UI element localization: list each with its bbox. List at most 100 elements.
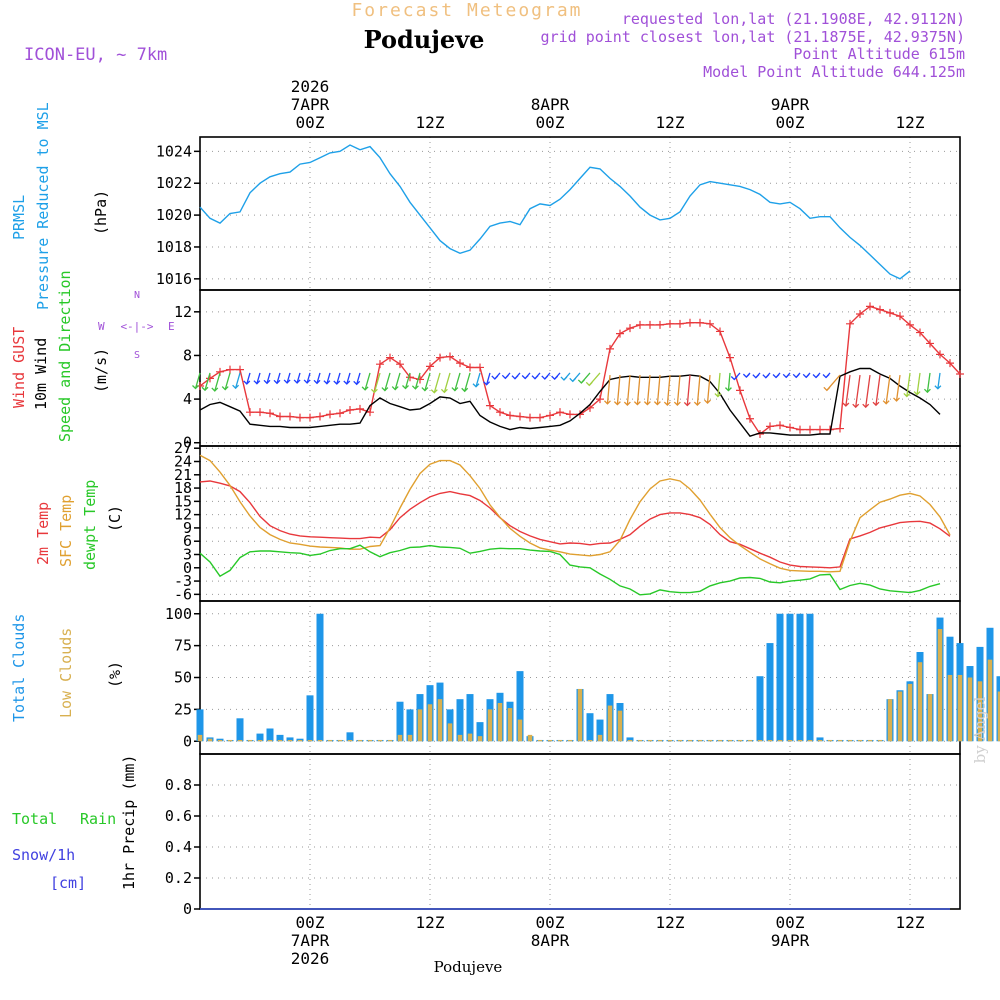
wind-arrow-shaft — [234, 372, 241, 389]
wind-arrow-shaft — [656, 375, 661, 405]
gust-marker — [666, 319, 674, 328]
wind-arrow-shaft — [686, 375, 691, 406]
wind-arrow-head — [577, 379, 585, 384]
wind-arrow-head — [521, 375, 529, 380]
wind-arrow-head — [461, 387, 469, 393]
ytick-label: 12 — [174, 506, 192, 524]
panel-clouds: 0 25 50 75 100 — [165, 600, 1000, 755]
temp-unit-label: (C) — [106, 505, 124, 532]
wind-arrow-head — [693, 401, 701, 406]
total-cloud-bar — [286, 737, 294, 742]
wind-arrow-shaft — [414, 372, 421, 390]
ytick-label: 1022 — [156, 174, 192, 192]
ytick-label: 27 — [174, 439, 192, 457]
panel-wind: 0 4 8 12 — [174, 289, 964, 452]
low-cloud-bar — [447, 723, 453, 742]
dewpt-label: dewpt Temp — [81, 480, 99, 570]
low-cloud-bar — [477, 736, 483, 742]
low-cloud-bar — [837, 739, 843, 742]
gust-label: Wind GUST — [10, 327, 28, 408]
wind-arrow-shaft — [356, 372, 361, 385]
low-cloud-bar — [607, 705, 613, 742]
wind-arrow-shaft — [464, 372, 471, 392]
low-cloud-bar — [917, 662, 923, 742]
bottom-axis-label: 9APR — [771, 931, 810, 950]
wind-arrow-shaft — [706, 375, 711, 404]
gust-marker — [466, 363, 474, 372]
low-cloud-bar — [547, 739, 553, 742]
gust-marker — [856, 310, 864, 318]
low-cloud-bar — [947, 674, 953, 742]
gust-marker — [726, 353, 734, 362]
gust-marker — [576, 410, 584, 419]
wind-arrow-shaft — [885, 375, 891, 404]
low-cloud-bar — [967, 677, 973, 742]
gust-marker — [946, 359, 954, 368]
wind-arrow-head — [923, 388, 931, 394]
wind-arrow-head — [303, 379, 311, 384]
wind-labels: Wind GUST 10m Wind Speed and Direction (… — [10, 270, 175, 442]
compass-south: S — [134, 350, 140, 361]
cloud-labels: Total Clouds Low Clouds (%) — [10, 614, 124, 722]
low-cloud-bar — [817, 739, 823, 742]
wind-arrow-shaft — [433, 372, 441, 393]
low-cloud-bar — [957, 674, 963, 742]
low-cloud-bar — [367, 739, 373, 742]
low-cloud-bar — [797, 739, 803, 742]
wind-arrow-head — [411, 385, 419, 390]
wind-arrow-head — [283, 379, 291, 384]
snow-label: Snow/1h — [12, 846, 75, 864]
compass-north: N — [134, 290, 140, 301]
total-cloud-bar — [266, 728, 274, 742]
gust-marker — [246, 408, 254, 417]
total-cloud-bar — [456, 699, 464, 742]
wind-arrow-shaft — [717, 372, 721, 397]
low-cloud-bar — [647, 739, 653, 742]
ytick-label: 15 — [174, 492, 192, 510]
gust-marker — [266, 409, 274, 418]
wind-arrow-shaft — [404, 372, 411, 389]
snow-unit-label: [cm] — [50, 874, 86, 892]
gust-marker — [896, 312, 904, 321]
wind-arrow-shaft — [194, 372, 201, 389]
wind-arrow-shaft — [626, 375, 631, 406]
wind-arrow-shaft — [666, 375, 671, 406]
wind-arrow-shaft — [246, 372, 251, 385]
series-sfc-temp — [199, 454, 951, 573]
wind-arrow-shaft — [296, 372, 301, 384]
gust-marker — [426, 362, 434, 371]
panel-precip: 0 0.2 0.4 0.6 0.8 — [165, 753, 961, 918]
wind-arrow-shaft — [676, 375, 681, 406]
gust-marker — [796, 425, 804, 434]
total-cloud-bar — [816, 737, 824, 742]
top-axis-label: 00Z — [296, 113, 325, 132]
low-cloud-bar — [497, 703, 503, 742]
low-cloud-bar — [877, 739, 883, 742]
precip-labels: Total Rain Snow/1h [cm] 1hr Precip (mm) — [12, 755, 138, 892]
low-cloud-bar — [337, 739, 343, 742]
low-cloud-bar — [597, 734, 603, 742]
t2m-label: 2m Temp — [34, 502, 52, 565]
wind-arrow-head — [882, 400, 890, 405]
low-cloud-bar — [407, 734, 413, 742]
gust-marker — [526, 413, 534, 422]
bottom-axis-label: 7APR — [291, 931, 330, 950]
gust-marker — [276, 412, 284, 421]
low-cloud-bar — [317, 739, 323, 742]
low-cloud-bar — [667, 739, 673, 742]
wind-arrow-head — [221, 386, 229, 391]
wind-arrow-head — [613, 401, 621, 406]
gust-marker — [286, 412, 294, 421]
top-axis-label: 00Z — [536, 113, 565, 132]
total-cloud-bar — [276, 734, 284, 742]
low-cloud-bar — [717, 739, 723, 742]
gust-marker — [606, 344, 614, 353]
gust-marker — [496, 408, 504, 417]
wind-arrow-head — [633, 401, 641, 406]
low-cloud-bar — [587, 739, 593, 742]
wind-arrow-shaft — [276, 372, 281, 384]
wind-arrow-head — [381, 387, 389, 392]
ytick-label: 21 — [174, 466, 192, 484]
ytick-label: 25 — [174, 700, 192, 718]
gust-marker — [516, 412, 524, 421]
